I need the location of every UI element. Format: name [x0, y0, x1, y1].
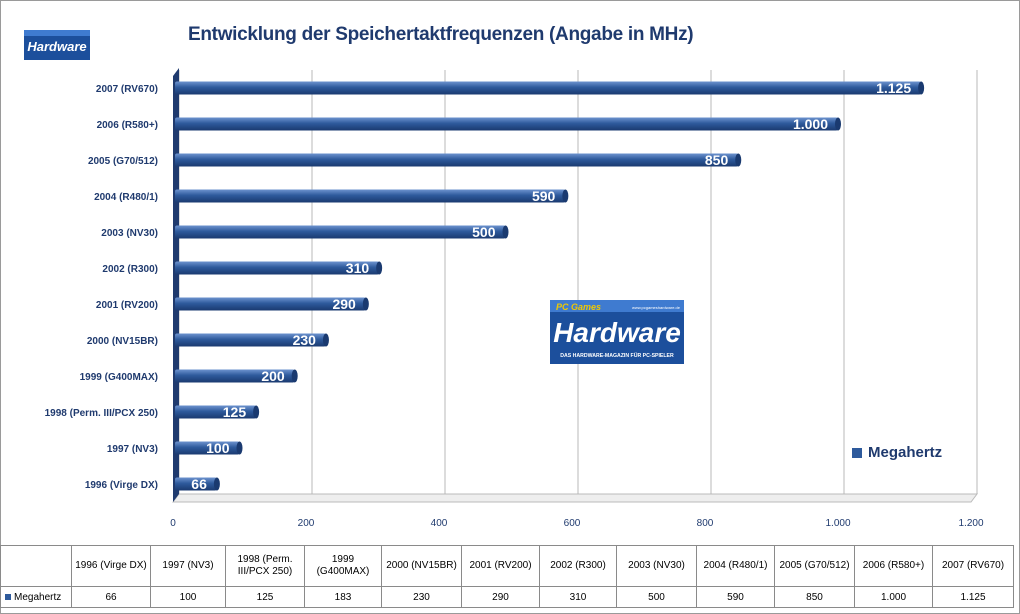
bar — [175, 297, 366, 311]
table-value-cell: 500 — [616, 586, 697, 608]
bar — [175, 81, 922, 95]
logo-big-url: www.pcgameshardware.de — [632, 305, 681, 310]
bar — [175, 369, 295, 383]
y-category-label: 2005 (G70/512) — [88, 156, 158, 167]
y-axis — [173, 68, 179, 502]
bar — [175, 333, 326, 347]
table-header-cell: 2006 (R580+) — [854, 545, 933, 587]
y-category-label: 2004 (R480/1) — [94, 192, 158, 203]
x-tick-label: 200 — [298, 518, 315, 529]
bar-value-label: 310 — [346, 260, 370, 276]
table-value-cell: 183 — [304, 586, 382, 608]
table-header-cell: 1997 (NV3) — [150, 545, 226, 587]
x-tick-label: 1.200 — [958, 518, 983, 529]
bar-end — [502, 225, 509, 239]
bar-end — [253, 405, 260, 419]
bar — [175, 405, 257, 419]
logo-big-top: PC Games — [556, 302, 601, 312]
table-value-cell: 310 — [539, 586, 617, 608]
table-header-cell: 2000 (NV15BR) — [381, 545, 462, 587]
bar — [175, 261, 380, 275]
table-header-cell: 2007 (RV670) — [932, 545, 1014, 587]
table-value-cell: 1.125 — [932, 586, 1014, 608]
table-value-cell: 290 — [461, 586, 540, 608]
table-header-cell: 2002 (R300) — [539, 545, 617, 587]
bar-end — [735, 153, 742, 167]
bar-value-label: 125 — [223, 404, 247, 420]
logo-small-text: Hardware — [27, 39, 86, 54]
table-value-cell: 125 — [225, 586, 305, 608]
x-tick-label: 0 — [170, 518, 176, 529]
bar — [175, 477, 217, 491]
bar-end — [291, 369, 298, 383]
bar — [175, 153, 739, 167]
pcgh-logo-small: Hardware — [24, 30, 90, 60]
y-category-label: 2001 (RV200) — [96, 300, 158, 311]
y-category-label: 2007 (RV670) — [96, 84, 158, 95]
table-header-cell: 1996 (Virge DX) — [71, 545, 151, 587]
bar-end — [362, 297, 369, 311]
bar-end — [918, 81, 925, 95]
y-category-label: 1997 (NV3) — [107, 444, 158, 455]
bar-value-label: 500 — [472, 224, 496, 240]
y-category-label: 2003 (NV30) — [101, 228, 158, 239]
bar-end — [376, 261, 383, 275]
chart-title: Entwicklung der Speichertaktfrequenzen (… — [188, 24, 694, 45]
y-category-label: 2006 (R580+) — [97, 120, 158, 131]
table-header-cell: 2001 (RV200) — [461, 545, 540, 587]
bar-value-label: 200 — [261, 368, 285, 384]
bar-end — [213, 477, 220, 491]
bar-value-label: 590 — [532, 188, 556, 204]
bar — [175, 441, 240, 455]
table-legend-swatch — [5, 593, 11, 600]
y-category-label: 1996 (Virge DX) — [85, 480, 158, 491]
table-value-cell: 850 — [774, 586, 855, 608]
x-tick-label: 400 — [431, 518, 448, 529]
bar — [175, 189, 566, 203]
bar-value-label: 66 — [191, 476, 207, 492]
x-tick-label: 1.000 — [825, 518, 850, 529]
table-header-cell: 1999 (G400MAX) — [304, 545, 382, 587]
bar-end — [236, 441, 243, 455]
data-table: 1996 (Virge DX) 1997 (NV3) 1998 (Perm. III… — [0, 545, 1014, 608]
chart-floor — [172, 493, 978, 503]
table-header-cell: 1998 (Perm. III/PCX 250) — [225, 545, 305, 587]
bar-value-label: 1.000 — [793, 116, 828, 132]
table-value-cell: 590 — [696, 586, 775, 608]
bar — [175, 117, 838, 131]
table-corner — [0, 545, 72, 587]
table-value-cell: 100 — [150, 586, 226, 608]
pcgh-logo-watermark: PC Games www.pcgameshardware.de Hardware… — [550, 300, 684, 364]
legend: Megahertz — [852, 444, 942, 461]
table-value-cell: 1.000 — [854, 586, 933, 608]
logo-big-main: Hardware — [553, 317, 681, 348]
x-tick-label: 800 — [697, 518, 714, 529]
y-category-label: 2000 (NV15BR) — [87, 336, 158, 347]
bar-value-label: 1.125 — [876, 80, 911, 96]
table-row-label: Megahertz — [0, 586, 72, 608]
y-category-label: 1998 (Perm. III/PCX 250) — [45, 408, 158, 419]
bar-chart: 0 200 400 600 800 1.000 1.200 66 1996 (Virge DX)… — [45, 68, 984, 529]
x-tick-label: 600 — [564, 518, 581, 529]
y-category-label: 2002 (R300) — [102, 264, 158, 275]
y-category-label: 1999 (G400MAX) — [80, 372, 158, 383]
table-header-cell: 2004 (R480/1) — [696, 545, 775, 587]
bar-value-label: 100 — [206, 440, 230, 456]
logo-big-tagline: DAS HARDWARE-MAGAZIN FÜR PC-SPIELER — [560, 352, 674, 359]
bar-end — [562, 189, 569, 203]
bar-value-label: 230 — [293, 332, 317, 348]
table-header-cell: 2003 (NV30) — [616, 545, 697, 587]
bar-end — [835, 117, 841, 131]
bar-value-label: 850 — [705, 152, 729, 168]
bar-end — [322, 333, 329, 347]
table-value-cell: 230 — [381, 586, 462, 608]
legend-label: Megahertz — [868, 444, 943, 461]
table-header-cell: 2005 (G70/512) — [774, 545, 855, 587]
legend-swatch — [852, 447, 862, 458]
bar — [175, 225, 506, 239]
bar-value-label: 290 — [332, 296, 356, 312]
table-value-cell: 66 — [71, 586, 151, 608]
